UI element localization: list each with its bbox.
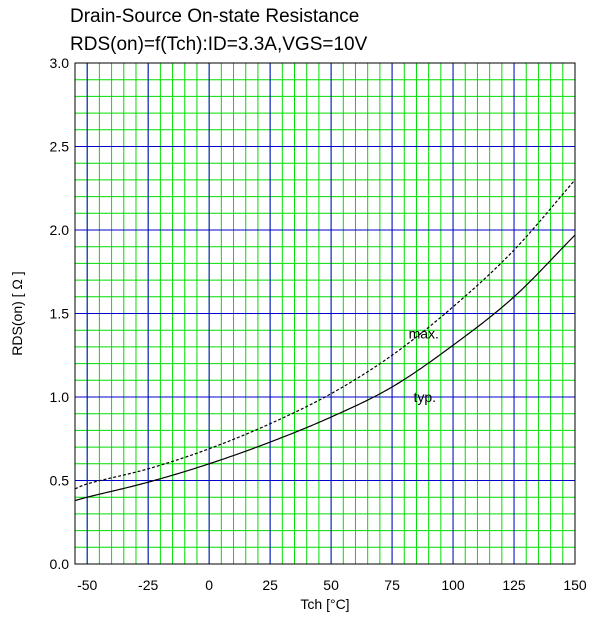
x-tick-label: -50 (77, 577, 97, 593)
x-tick-label: 75 (384, 577, 400, 593)
x-axis-label: Tch [°C] (300, 596, 349, 612)
x-tick-label: 0 (205, 577, 213, 593)
y-tick-label: 0.0 (50, 556, 70, 572)
chart-title: Drain-Source On-state Resistance (70, 6, 360, 27)
y-axis-label: RDS(on) [ Ω ] (9, 271, 25, 355)
series-label-typ: typ. (413, 389, 436, 405)
x-tick-label: 50 (323, 577, 339, 593)
y-tick-label: 0.5 (50, 473, 70, 489)
chart-subtitle: RDS(on)=f(Tch):ID=3.3A,VGS=10V (70, 34, 368, 55)
x-tick-label: 100 (441, 577, 465, 593)
x-tick-label: -25 (138, 577, 158, 593)
series-line-max (74, 179, 576, 490)
x-tick-label: 125 (502, 577, 526, 593)
y-tick-label: 1.0 (50, 389, 70, 405)
x-tick-label: 25 (262, 577, 278, 593)
plot-frame (74, 62, 576, 565)
y-tick-label: 1.5 (50, 306, 70, 322)
x-tick-label: 150 (563, 577, 587, 593)
y-tick-label: 2.0 (50, 222, 70, 238)
series-label-max: max. (409, 326, 439, 342)
series-line-typ (74, 234, 576, 502)
y-tick-label: 3.0 (50, 55, 70, 71)
y-tick-label: 2.5 (50, 139, 70, 155)
